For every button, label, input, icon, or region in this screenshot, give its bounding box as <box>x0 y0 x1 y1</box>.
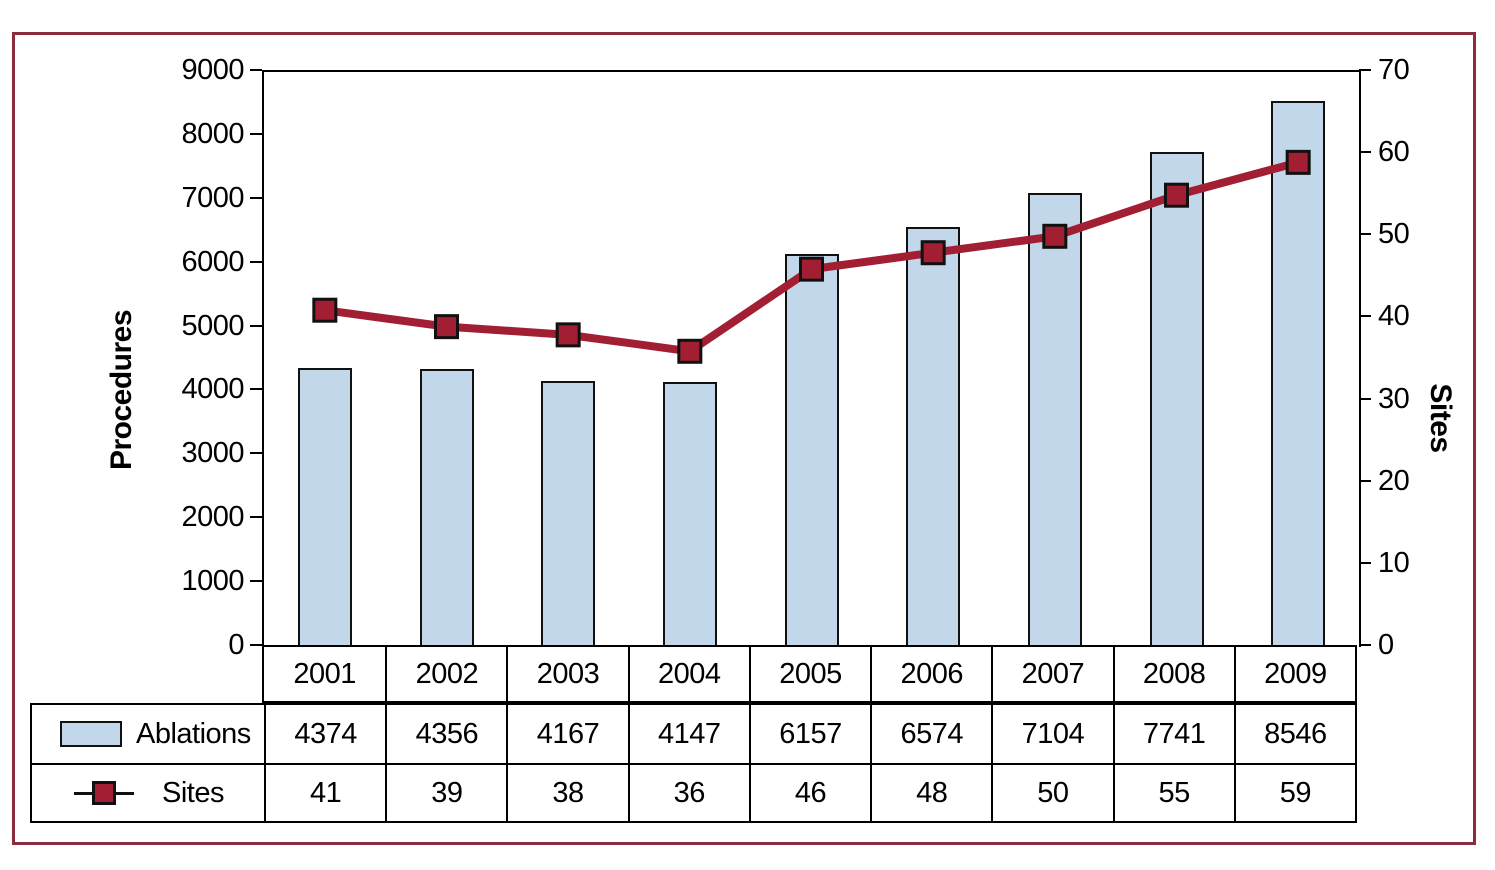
sites-marker <box>555 322 581 348</box>
sites-value-cell: 59 <box>1233 763 1355 821</box>
ablations-bar <box>906 227 961 647</box>
sites-marker <box>677 338 703 364</box>
data-table: Ablations 4374 4356 4167 4147 6157 6574 7104 774… <box>30 703 1357 823</box>
left-tick-label: 7000 <box>181 181 244 214</box>
sites-value-cell: 50 <box>991 763 1113 821</box>
year-cell: 2007 <box>991 647 1112 701</box>
left-tick-label: 2000 <box>181 501 244 534</box>
year-cell: 2005 <box>748 647 870 701</box>
year-cell: 2001 <box>293 657 356 690</box>
left-tick-label: 5000 <box>181 309 244 342</box>
ablations-bar <box>1027 193 1082 647</box>
x-axis-year-row: 2001 2002 2003 2004 2005 2006 2007 2008 2009 <box>262 645 1357 703</box>
sites-value-cell: 46 <box>748 763 871 821</box>
right-tick-mark <box>1359 479 1371 482</box>
ablations-value-cell: 4167 <box>506 705 627 763</box>
ablations-value-cell: 4356 <box>385 705 506 763</box>
ablations-bar <box>1149 152 1204 647</box>
left-tick-label: 4000 <box>181 373 244 406</box>
ablations-bar <box>662 382 717 647</box>
left-tick-label: 3000 <box>181 437 244 470</box>
right-tick-label: 0 <box>1378 629 1394 661</box>
ablations-bar <box>419 368 474 647</box>
ablations-value-cell: 8546 <box>1233 705 1355 763</box>
legend-cell-sites: Sites <box>32 763 264 821</box>
ablations-bar <box>784 253 839 647</box>
ablations-value-cell: 7741 <box>1112 705 1234 763</box>
sites-legend-label: Sites <box>162 776 224 809</box>
left-tick-mark <box>250 644 262 646</box>
left-tick-mark <box>250 196 262 199</box>
sites-value-cell: 38 <box>506 763 628 821</box>
right-tick-mark <box>1359 69 1371 71</box>
plot-area <box>262 70 1361 647</box>
 <box>116 791 134 795</box>
sites-value-cell: 48 <box>870 763 992 821</box>
sites-marker <box>434 314 459 340</box>
left-tick-mark <box>250 324 262 327</box>
year-cell: 2003 <box>506 647 627 701</box>
ablations-bar <box>297 367 352 647</box>
ablations-value-cell: 6157 <box>748 705 870 763</box>
ablations-legend-label: Ablations <box>136 717 251 750</box>
left-tick-label: 9000 <box>181 54 244 86</box>
right-tick-mark <box>1359 233 1371 236</box>
right-tick-mark <box>1359 151 1371 154</box>
right-tick-mark <box>1359 644 1371 646</box>
ablations-value-cell: 7104 <box>991 705 1112 763</box>
sites-marker <box>312 297 338 323</box>
sites-marker-icon <box>60 781 148 805</box>
year-cell: 2008 <box>1112 647 1234 701</box>
right-tick-label: 20 <box>1378 464 1410 497</box>
 <box>74 791 92 795</box>
right-tick-mark <box>1359 397 1371 400</box>
ablations-value-cell: 4147 <box>627 705 749 763</box>
right-tick-label: 40 <box>1378 300 1410 333</box>
left-tick-label: 6000 <box>181 245 244 278</box>
right-tick-label: 50 <box>1378 218 1410 251</box>
left-tick-label: 0 <box>228 629 244 661</box>
ablations-value-cell: 6574 <box>870 705 991 763</box>
year-cell: 2002 <box>385 647 506 701</box>
left-tick-mark <box>250 69 262 71</box>
 <box>92 781 116 805</box>
ablations-swatch-icon <box>60 721 122 747</box>
left-tick-mark <box>250 516 262 519</box>
ablations-bar <box>1271 101 1326 647</box>
ablations-value-cell: 4374 <box>264 705 385 763</box>
year-cell: 2004 <box>627 647 749 701</box>
legend-cell-ablations: Ablations <box>32 705 264 763</box>
left-tick-label: 1000 <box>181 565 244 598</box>
year-cell: 2009 <box>1233 647 1355 701</box>
right-tick-mark <box>1359 561 1371 564</box>
sites-value-cell: 36 <box>627 763 749 821</box>
left-tick-mark <box>250 452 262 455</box>
left-tick-mark <box>250 260 262 263</box>
year-cell: 2006 <box>870 647 991 701</box>
right-tick-label: 60 <box>1378 136 1410 169</box>
left-tick-mark <box>250 580 262 583</box>
right-tick-label: 10 <box>1378 546 1410 579</box>
sites-value-cell: 39 <box>385 763 507 821</box>
left-tick-mark <box>250 388 262 391</box>
right-tick-label: 70 <box>1378 54 1410 86</box>
sites-value-cell: 41 <box>264 763 386 821</box>
left-tick-mark <box>250 132 262 135</box>
ablations-bar <box>541 380 596 647</box>
sites-value-cell: 55 <box>1112 763 1234 821</box>
right-tick-mark <box>1359 315 1371 318</box>
right-tick-label: 30 <box>1378 382 1410 415</box>
left-tick-label: 8000 <box>181 117 244 150</box>
